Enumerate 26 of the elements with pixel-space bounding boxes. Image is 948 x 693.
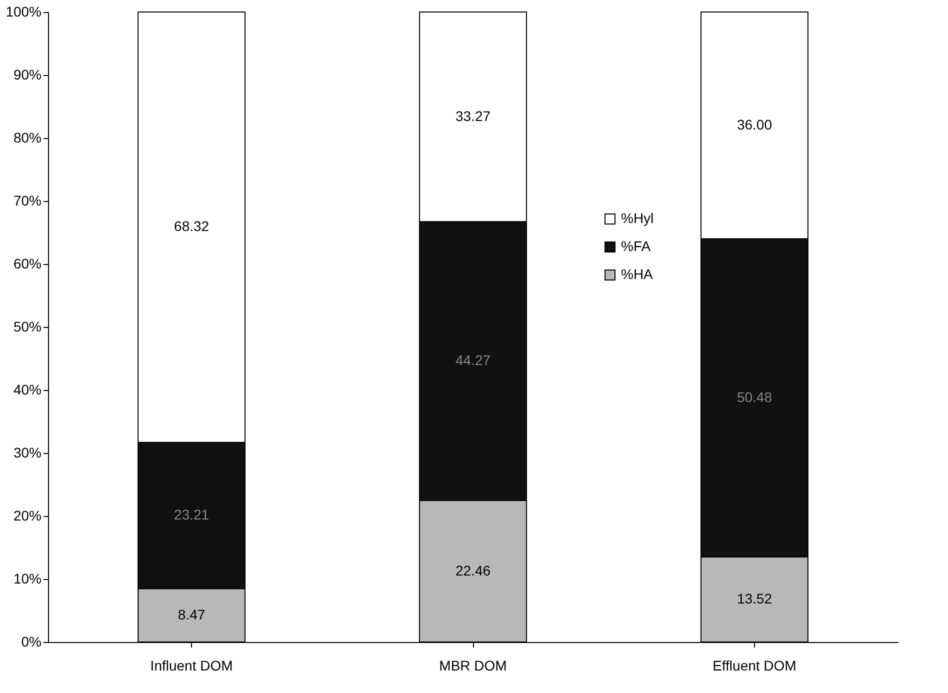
data-label: 33.27 [455, 108, 491, 124]
y-tick-label: 100% [6, 4, 42, 20]
x-tick-label: MBR DOM [439, 658, 507, 674]
data-label: 50.48 [736, 388, 772, 405]
y-tick-label: 20% [13, 508, 42, 524]
legend-label: %Hyl [621, 210, 654, 226]
data-label: 68.32 [174, 218, 210, 234]
data-label: 22.46 [455, 562, 491, 578]
y-tick-label: 60% [13, 256, 42, 272]
y-tick-label: 90% [13, 66, 42, 82]
data-label: 36.00 [736, 116, 772, 132]
data-label: 44.27 [455, 352, 491, 368]
y-tick-label: 80% [13, 130, 42, 146]
y-tick-label: 10% [13, 570, 42, 586]
legend-label: %HA [621, 266, 654, 282]
x-tick-label: Effluent DOM [712, 658, 796, 674]
data-label: 13.52 [736, 590, 772, 606]
y-tick-label: 50% [13, 318, 42, 334]
y-tick-label: 30% [13, 444, 42, 460]
y-tick-label: 70% [13, 192, 42, 208]
y-tick-label: 0% [21, 634, 42, 650]
legend-label: %FA [621, 238, 652, 254]
data-label: 23.21 [174, 506, 210, 523]
y-tick-label: 40% [13, 382, 42, 398]
data-label: 8.47 [178, 606, 206, 622]
x-tick-label: Influent DOM [150, 658, 233, 674]
